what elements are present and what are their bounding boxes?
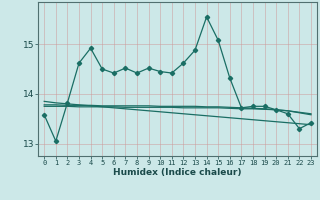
X-axis label: Humidex (Indice chaleur): Humidex (Indice chaleur) <box>113 168 242 177</box>
